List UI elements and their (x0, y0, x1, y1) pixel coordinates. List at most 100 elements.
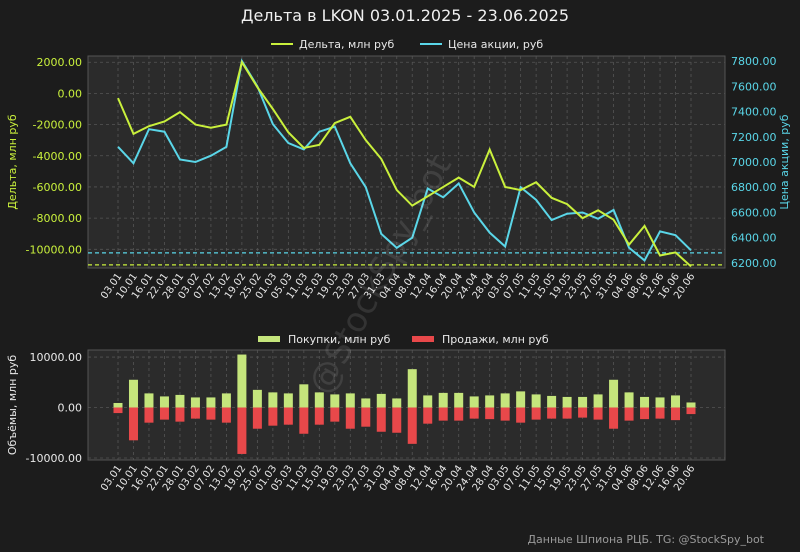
sell-bar (330, 407, 340, 422)
bottom-bars (113, 354, 696, 454)
sell-bar (593, 407, 603, 420)
ytick-right-label: 7800.00 (731, 55, 777, 68)
sell-bar (438, 407, 448, 421)
sell-bar (345, 407, 355, 429)
buy-bar (531, 394, 541, 408)
buy-bar (345, 393, 355, 408)
buy-bar (655, 397, 665, 408)
ytick-volume-label: 10000.00 (30, 351, 83, 364)
chart-title: Дельта в LKON 03.01.2025 - 23.06.2025 (241, 6, 569, 25)
buy-bar (299, 384, 309, 408)
sell-bar (671, 407, 681, 421)
top-yticks-right: 7800.00 7600.00 7400.00 7200.00 7000.00 6800.… (731, 55, 777, 270)
sell-bar (423, 407, 433, 424)
sell-bar (407, 407, 417, 444)
sell-bar (299, 407, 309, 434)
sell-bar (516, 407, 526, 423)
sell-bar (578, 407, 588, 418)
sell-bar (485, 407, 495, 420)
buy-bar (268, 392, 278, 408)
ytick-right-label: 6200.00 (731, 257, 777, 270)
legend-sell-swatch (412, 336, 434, 342)
ytick-left-label: -10000.00 (26, 243, 82, 256)
delta-line (117, 59, 692, 268)
top-yticks-left: 2000.00 0.00 -2000.00 -4000.00 -6000.00 -8000… (26, 56, 82, 256)
buy-bar (407, 369, 417, 408)
ylabel-left: Дельта, млн руб (6, 114, 19, 210)
buy-bar (128, 379, 138, 408)
buy-bar (392, 398, 402, 408)
buy-bar (206, 397, 216, 408)
sell-bar (237, 407, 247, 454)
ylabel-right: Цена акции, руб (778, 114, 791, 209)
sell-bar (159, 407, 169, 420)
ytick-right-label: 7000.00 (731, 156, 777, 169)
sell-bar (361, 407, 371, 427)
sell-bar (206, 407, 216, 420)
buy-bar (547, 395, 557, 408)
sell-bar (144, 407, 154, 423)
ytick-left-label: 2000.00 (37, 56, 83, 69)
buy-bar (113, 402, 123, 408)
sell-bar (624, 407, 634, 421)
buy-bar (686, 402, 696, 408)
sell-bar (500, 407, 510, 421)
ytick-right-label: 6400.00 (731, 232, 777, 245)
ytick-right-label: 6800.00 (731, 181, 777, 194)
buy-bar (376, 393, 386, 408)
sell-bar (252, 407, 262, 429)
ytick-left-label: -2000.00 (33, 119, 82, 132)
sell-bar (113, 407, 123, 414)
sell-bar (190, 407, 200, 419)
buy-bar (190, 397, 200, 408)
sell-bar (531, 407, 541, 420)
buy-bar (671, 395, 681, 408)
buy-bar (500, 393, 510, 408)
footer-source: Данные Шпиона РЦБ. TG: @StockSpy_bot (527, 533, 764, 546)
sell-bar (686, 407, 696, 415)
buy-bar (578, 396, 588, 408)
top-hlines (88, 252, 725, 266)
sell-bar (268, 407, 278, 426)
sell-bar (562, 407, 572, 419)
ytick-volume-label: -10000.00 (26, 452, 82, 465)
buy-bar (175, 394, 185, 408)
buy-bar (237, 354, 247, 408)
buy-bar (159, 396, 169, 408)
buy-bar (252, 389, 262, 408)
legend-delta-label: Дельта, млн руб (299, 38, 395, 51)
buy-bar (330, 394, 340, 408)
buy-bar (423, 395, 433, 408)
buy-bar (485, 395, 495, 408)
sell-bar (175, 407, 185, 422)
ylabel-volume: Объёмы, млн руб (6, 355, 19, 455)
buy-bar (624, 392, 634, 408)
sell-bar (640, 407, 650, 420)
bottom-yticks: 10000.00 0.00 -10000.00 (26, 351, 82, 465)
sell-bar (655, 407, 665, 419)
sell-bar (128, 407, 138, 441)
top-legend: Дельта, млн руб Цена акции, руб (271, 38, 543, 51)
sell-bar (609, 407, 619, 429)
sell-bar (547, 407, 557, 419)
buy-bar (516, 391, 526, 408)
buy-bar (593, 394, 603, 408)
buy-bar (562, 396, 572, 408)
buy-bar (469, 396, 479, 408)
sell-bar (283, 407, 293, 425)
ytick-right-label: 7400.00 (731, 106, 777, 119)
ytick-right-label: 7600.00 (731, 80, 777, 93)
ytick-volume-label: 0.00 (58, 402, 83, 415)
buy-bar (314, 392, 324, 408)
buy-bar (144, 393, 154, 408)
legend-price-label: Цена акции, руб (448, 38, 543, 51)
buy-bar (221, 393, 231, 408)
buy-bar (640, 396, 650, 408)
ytick-left-label: -6000.00 (33, 181, 82, 194)
buy-bar (283, 393, 293, 408)
bottom-xticks: 03.0110.0116.0122.0128.0103.0207.0213.02… (99, 463, 697, 493)
sell-bar (314, 407, 324, 425)
sell-bar (376, 407, 386, 432)
legend-sell-label: Продажи, млн руб (442, 333, 549, 346)
